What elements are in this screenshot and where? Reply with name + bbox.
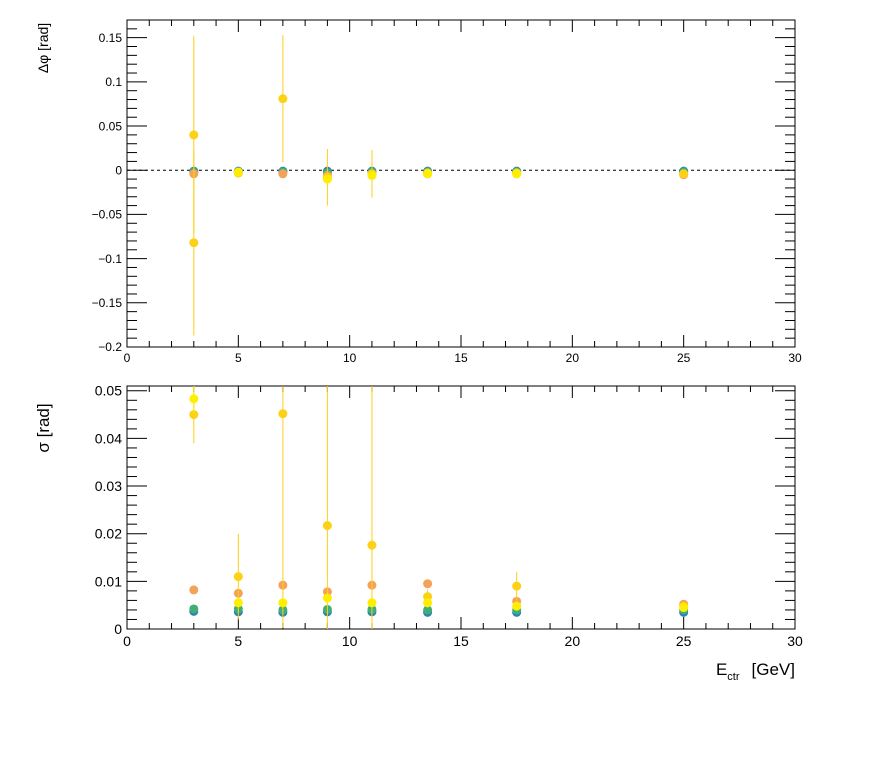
bottom-data-point (322, 593, 332, 603)
top-y-tick-label: −0.2 (98, 340, 122, 354)
bottom-x-tick-label: 20 (565, 633, 581, 649)
bottom-y-tick-label: 0.03 (95, 478, 122, 494)
bottom-data-point (367, 540, 377, 550)
x-axis-label-main: E (716, 660, 727, 679)
bottom-y-axis-label: σ [rad] (34, 403, 53, 452)
bottom-data-point (512, 601, 522, 611)
bottom-data-point (423, 592, 433, 602)
top-x-tick-label: 0 (124, 351, 131, 365)
bottom-data-point (679, 603, 689, 613)
top-y-tick-label: 0.1 (105, 75, 122, 89)
top-x-tick-label: 10 (343, 351, 357, 365)
bottom-data-point (322, 521, 332, 531)
top-y-tick-label: −0.15 (92, 296, 123, 310)
top-data-point (367, 171, 377, 181)
top-data-point (278, 169, 288, 179)
top-data-point (189, 238, 199, 248)
bottom-data-point (512, 581, 522, 591)
top-x-tick-label: 5 (235, 351, 242, 365)
bottom-data-point (233, 572, 243, 582)
bottom-y-tick-label: 0 (114, 621, 122, 637)
bottom-data-point (189, 410, 199, 420)
top-data-point (512, 169, 522, 179)
bottom-data-point (189, 394, 199, 404)
bottom-data-point (423, 605, 433, 615)
top-y-tick-label: 0.15 (99, 31, 123, 45)
top-y-tick-label: 0.05 (99, 119, 123, 133)
bottom-y-tick-label: 0.04 (95, 430, 122, 446)
bottom-y-tick-label: 0.01 (95, 573, 122, 589)
top-y-axis-label: Δφ [rad] (35, 23, 51, 73)
top-plot-frame (126, 19, 796, 348)
bottom-panel: 0 5 10 15 20 25 30 0 0.01 0.02 0.03 0.04 0.05 σ [rad… (34, 383, 803, 683)
top-data-point (322, 174, 332, 184)
bottom-x-tick-label: 25 (676, 633, 692, 649)
bottom-data-point (233, 598, 243, 608)
bottom-data-point (423, 598, 433, 608)
bottom-y-tick-label: 0.05 (95, 383, 122, 399)
bottom-x-tick-label: 5 (234, 633, 242, 649)
top-x-tick-label: 20 (566, 351, 580, 365)
bottom-data-marks (189, 386, 689, 629)
top-data-point (423, 169, 433, 179)
bottom-x-tick-label: 0 (123, 633, 131, 649)
bottom-axes: 0 5 10 15 20 25 30 0 0.01 0.02 0.03 0.04 0.05 (95, 383, 803, 649)
bottom-y-tick-label: 0.02 (95, 526, 122, 542)
top-x-tick-label: 15 (454, 351, 468, 365)
top-data-point (233, 167, 243, 177)
top-y-tick-label: −0.1 (98, 252, 122, 266)
bottom-data-point (367, 598, 377, 608)
bottom-data-point (278, 598, 288, 608)
bottom-data-point (189, 604, 199, 614)
bottom-x-tick-label: 15 (453, 633, 469, 649)
top-data-marks (189, 35, 689, 336)
top-x-tick-label: 25 (677, 351, 691, 365)
top-x-tick-label: 30 (788, 351, 802, 365)
top-panel: 0 5 10 15 20 25 30 −0.2 −0.15 −0.1 −0.05 0 0.05 0.1 0.… (35, 19, 802, 365)
top-data-point (679, 169, 689, 179)
bottom-data-point (278, 409, 288, 419)
top-axes: 0 5 10 15 20 25 30 −0.2 −0.15 −0.1 −0.05 0 0.05 0.1 0.… (92, 19, 802, 365)
top-data-point (278, 94, 288, 104)
x-axis-label-unit: [GeV] (752, 660, 795, 679)
bottom-data-point (423, 579, 433, 589)
bottom-x-tick-label: 30 (787, 633, 803, 649)
top-y-tick-label: −0.05 (92, 208, 123, 222)
x-axis-label-subscript: ctr (727, 671, 740, 683)
x-axis-label: Ectr [GeV] (716, 660, 795, 683)
bottom-plot-frame (126, 385, 796, 630)
top-y-tick-label: 0 (115, 163, 122, 177)
bottom-x-tick-label: 10 (342, 633, 358, 649)
top-data-point (189, 130, 199, 140)
bottom-data-point (189, 585, 199, 595)
